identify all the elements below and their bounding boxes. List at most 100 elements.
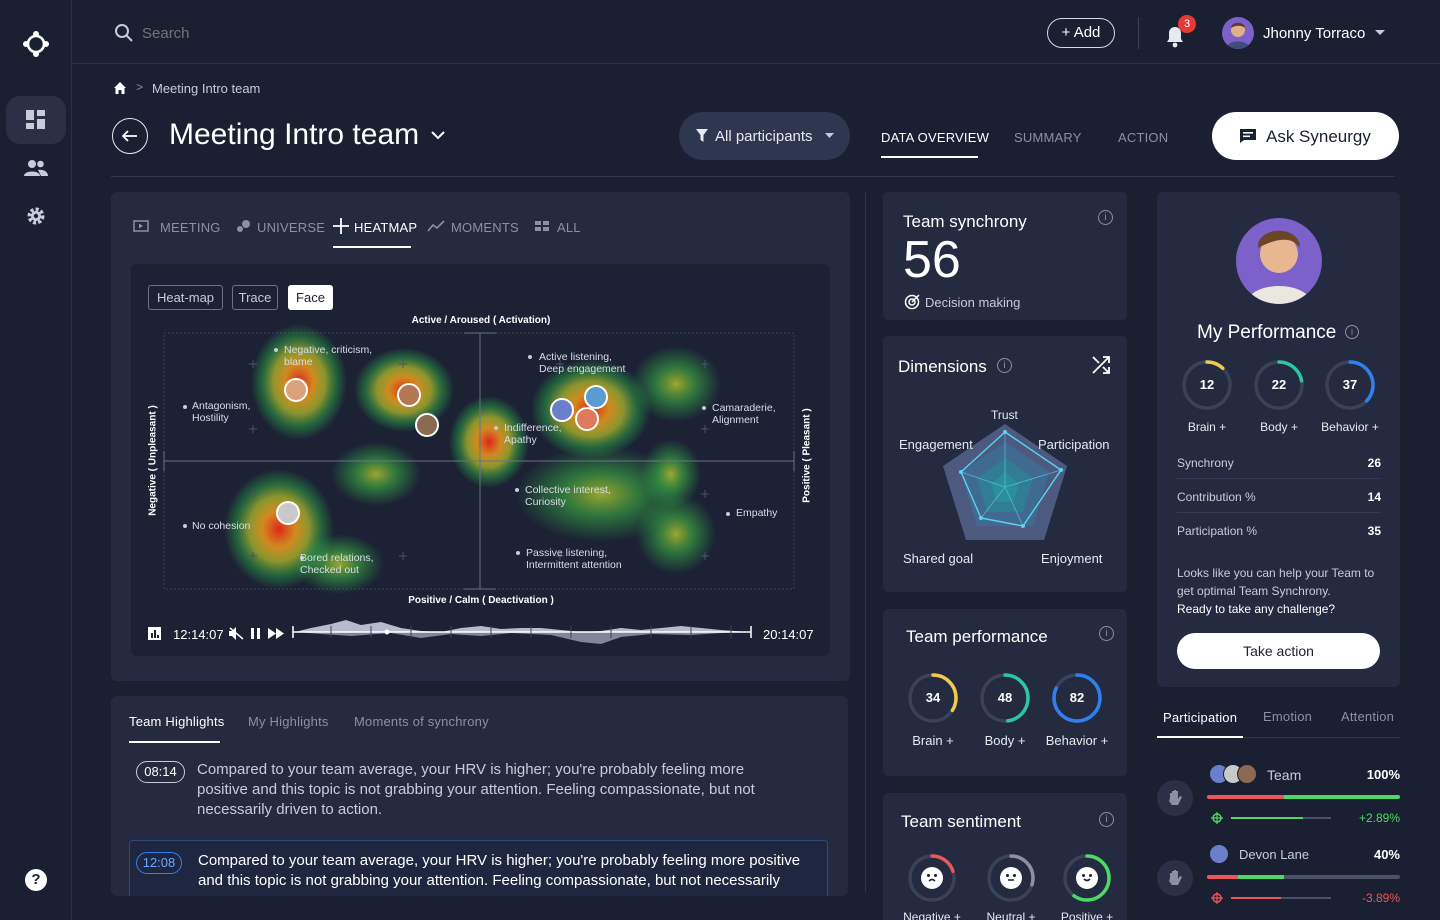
region-label: Empathy bbox=[736, 507, 778, 519]
tab-meeting[interactable]: MEETING bbox=[160, 220, 221, 235]
highlight-item[interactable]: 08:14 Compared to your team average, you… bbox=[111, 754, 848, 830]
participation-row[interactable]: Team 100% +2.89% bbox=[1157, 760, 1400, 830]
user-avatar[interactable] bbox=[1222, 17, 1254, 49]
active-tab-indicator bbox=[129, 741, 220, 743]
tab-team-highlights[interactable]: Team Highlights bbox=[129, 714, 225, 729]
tab-emotion[interactable]: Emotion bbox=[1263, 709, 1313, 724]
fast-forward-icon[interactable] bbox=[268, 628, 284, 639]
highlight-item[interactable]: 12:08 Compared to your team average, you… bbox=[129, 840, 828, 896]
tab-moments-of-synchrony[interactable]: Moments of synchrony bbox=[354, 714, 489, 729]
sentiment-item[interactable]: Neutral + bbox=[986, 853, 1036, 920]
sentiment-label: Negative + bbox=[903, 910, 961, 920]
sidebar-item-dashboard[interactable] bbox=[6, 96, 66, 144]
playback-timeline[interactable] bbox=[291, 616, 753, 646]
ring-gauge bbox=[1052, 673, 1102, 723]
card-title: Dimensions bbox=[898, 357, 987, 376]
raise-hand-button[interactable] bbox=[1157, 780, 1193, 816]
ring-label: Behavior + bbox=[1045, 733, 1109, 748]
radar-label: Participation bbox=[1038, 437, 1110, 452]
participation-row[interactable]: Devon Lane 40% -3.89% bbox=[1157, 840, 1400, 910]
active-tab-indicator bbox=[1157, 736, 1243, 738]
participant-avatar[interactable] bbox=[397, 383, 421, 407]
pause-icon[interactable] bbox=[251, 628, 261, 639]
sidebar-item-team[interactable] bbox=[6, 144, 66, 192]
tab-universe[interactable]: UNIVERSE bbox=[257, 220, 326, 235]
add-button[interactable]: + Add bbox=[1047, 18, 1115, 48]
sentiment-label: Neutral + bbox=[986, 910, 1036, 920]
participant-avatar[interactable] bbox=[415, 413, 439, 437]
team-performance-ring[interactable]: 48 Body + bbox=[979, 672, 1031, 762]
mode-trace-button[interactable]: Trace bbox=[232, 285, 278, 310]
info-icon[interactable]: i bbox=[1345, 325, 1359, 339]
tab-action[interactable]: ACTION bbox=[1118, 130, 1169, 145]
ring-label: Body + bbox=[1260, 420, 1298, 434]
info-icon[interactable]: i bbox=[1099, 812, 1114, 827]
ring-gauge bbox=[1254, 360, 1304, 410]
ring-label: Behavior + bbox=[1321, 420, 1379, 434]
take-action-button[interactable]: Take action bbox=[1177, 633, 1380, 669]
mode-heatmap-button[interactable]: Heat-map bbox=[148, 285, 223, 310]
participant-avatar[interactable] bbox=[575, 407, 599, 431]
back-button[interactable] bbox=[112, 118, 148, 154]
logo-icon[interactable] bbox=[22, 30, 50, 58]
region-label: Negative, criticism, blame bbox=[284, 344, 373, 368]
info-icon[interactable]: i bbox=[1098, 210, 1113, 225]
tab-heatmap[interactable]: HEATMAP bbox=[354, 220, 418, 235]
sentiment-label: Positive + bbox=[1060, 910, 1114, 920]
chart-icon[interactable] bbox=[148, 627, 161, 640]
info-icon[interactable]: i bbox=[1099, 626, 1114, 641]
crosshair-icon bbox=[1211, 892, 1223, 904]
home-icon[interactable] bbox=[113, 81, 127, 95]
meeting-icon bbox=[133, 220, 149, 232]
sub-bar-fill bbox=[1231, 817, 1303, 819]
tab-moments[interactable]: MOMENTS bbox=[451, 220, 519, 235]
team-performance-ring[interactable]: 82 Behavior + bbox=[1046, 672, 1108, 762]
chevron-down-icon[interactable] bbox=[1374, 29, 1386, 37]
chevron-down-icon[interactable] bbox=[431, 131, 445, 141]
sidebar-item-settings[interactable] bbox=[6, 192, 66, 240]
sentiment-item[interactable]: Negative + bbox=[903, 853, 961, 920]
highlight-time[interactable]: 08:14 bbox=[136, 761, 185, 783]
participant-avatar[interactable] bbox=[550, 398, 574, 422]
user-name[interactable]: Jhonny Torraco bbox=[1263, 25, 1366, 42]
raise-hand-button[interactable] bbox=[1157, 860, 1193, 896]
tab-summary[interactable]: SUMMARY bbox=[1014, 130, 1082, 145]
mode-face-button[interactable]: Face bbox=[288, 285, 333, 310]
stat-label: Participation % bbox=[1177, 524, 1258, 538]
participant-avatar[interactable] bbox=[284, 378, 308, 402]
bell-icon bbox=[1167, 27, 1183, 48]
team-sentiment-card: Team sentiment i Negative + Neutral + Posi… bbox=[883, 793, 1127, 920]
team-performance-ring[interactable]: 34 Brain + bbox=[907, 672, 959, 762]
region-label: Antagonism, Hostility bbox=[192, 400, 251, 424]
mute-icon[interactable] bbox=[229, 627, 244, 640]
my-performance-ring[interactable]: 12 Brain + bbox=[1181, 359, 1233, 439]
notification-badge: 3 bbox=[1178, 15, 1196, 33]
participant-avatar[interactable] bbox=[276, 501, 300, 525]
help-icon[interactable]: ? bbox=[25, 869, 47, 891]
my-performance-card: My Performance i 12 Brain + 22 Body + 37 Beha… bbox=[1157, 192, 1400, 687]
dimensions-card: Dimensions i Trust Participation Enjoyme… bbox=[883, 336, 1127, 592]
ask-syneurgy-button[interactable]: Ask Syneurgy bbox=[1212, 112, 1399, 160]
notification-button[interactable]: 3 bbox=[1164, 15, 1196, 48]
tab-participation[interactable]: Participation bbox=[1163, 710, 1238, 725]
tab-all[interactable]: ALL bbox=[557, 220, 581, 235]
tab-attention[interactable]: Attention bbox=[1341, 709, 1395, 724]
my-performance-ring[interactable]: 37 Behavior + bbox=[1321, 359, 1379, 439]
my-performance-ring[interactable]: 22 Body + bbox=[1253, 359, 1305, 439]
search-icon bbox=[115, 24, 133, 42]
participation-panel: Participation Emotion Attention Team 100%… bbox=[1157, 700, 1400, 920]
info-icon[interactable]: i bbox=[997, 358, 1012, 373]
region-label: Passive listening, Intermittent attention bbox=[526, 547, 622, 571]
sentiment-item[interactable]: Positive + bbox=[1061, 853, 1113, 920]
highlight-time[interactable]: 12:08 bbox=[136, 852, 182, 874]
heatmap-icon bbox=[333, 218, 349, 234]
shuffle-icon[interactable] bbox=[1092, 356, 1110, 374]
my-avatar[interactable] bbox=[1236, 218, 1322, 304]
search-input[interactable] bbox=[142, 22, 442, 44]
breadcrumb-current[interactable]: Meeting Intro team bbox=[152, 81, 261, 96]
tab-data-overview[interactable]: DATA OVERVIEW bbox=[881, 130, 990, 145]
participants-filter[interactable]: All participants bbox=[679, 112, 850, 160]
tab-my-highlights[interactable]: My Highlights bbox=[248, 714, 329, 729]
participant-avatar[interactable] bbox=[584, 385, 608, 409]
dashboard-icon bbox=[26, 110, 45, 129]
